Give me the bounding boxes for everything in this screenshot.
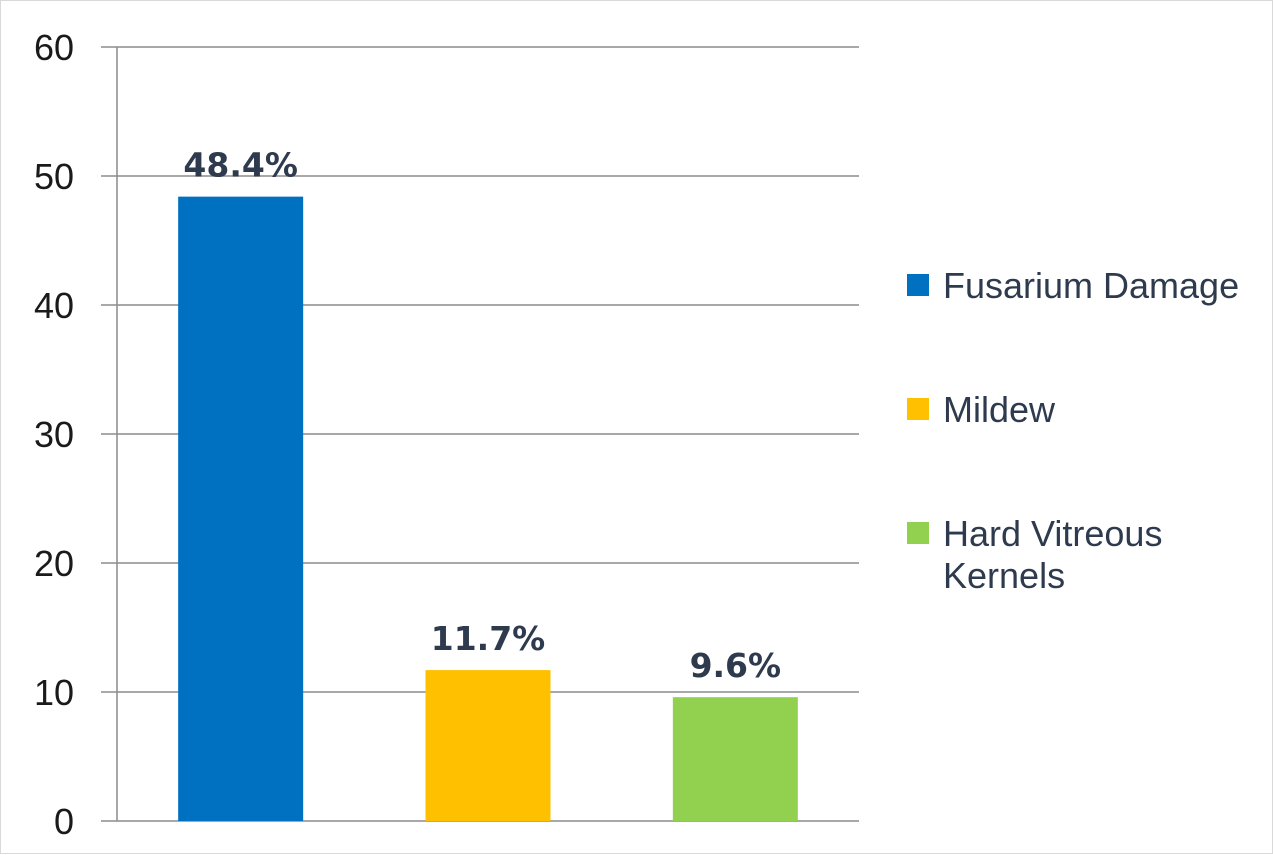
legend-swatch [907, 274, 929, 296]
y-tick-label: 20 [34, 543, 74, 584]
legend-label: Mildew [943, 389, 1056, 430]
y-tick-label: 0 [54, 801, 74, 842]
legend-swatch [907, 398, 929, 420]
legend-label: Hard Vitreous Kernels [943, 513, 1162, 596]
y-tick-label: 30 [34, 414, 74, 455]
y-tick-label: 50 [34, 156, 74, 197]
legend-label: Fusarium Damage [943, 265, 1239, 306]
legend-label-line: Mildew [943, 389, 1056, 430]
legend-swatch [907, 522, 929, 544]
bar-fusarium-damage [178, 196, 304, 821]
legend-label-line: Fusarium Damage [943, 265, 1239, 306]
y-tick-label: 40 [34, 285, 74, 326]
bar-hard-vitreous-kernels [672, 697, 798, 821]
y-tick-label: 60 [34, 27, 74, 68]
bar-mildew [425, 670, 551, 821]
data-label: 48.4% [183, 146, 298, 185]
data-label: 11.7% [431, 619, 546, 658]
legend-label-line: Kernels [943, 555, 1065, 596]
legend-label-line: Hard Vitreous [943, 513, 1162, 554]
y-tick-label: 10 [34, 672, 74, 713]
data-label: 9.6% [690, 646, 782, 685]
